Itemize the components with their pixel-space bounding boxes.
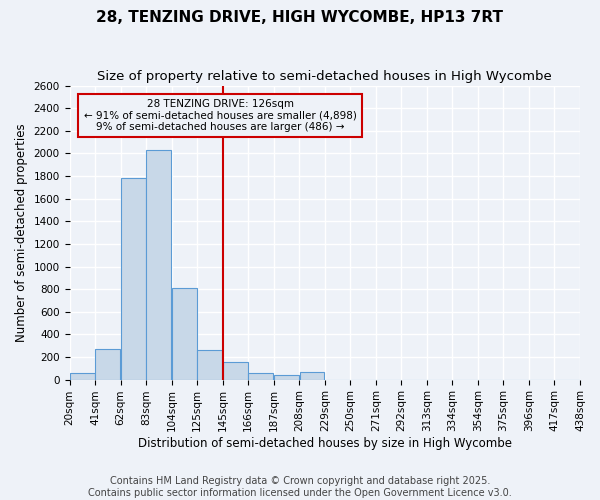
Title: Size of property relative to semi-detached houses in High Wycombe: Size of property relative to semi-detach… (97, 70, 552, 83)
Bar (146, 150, 172, 380)
Bar (121, 178, 146, 380)
Bar (248, 373, 274, 380)
Bar (172, 288, 197, 380)
Text: 28, TENZING DRIVE, HIGH WYCOMBE, HP13 7RT: 28, TENZING DRIVE, HIGH WYCOMBE, HP13 7R… (97, 10, 503, 25)
Bar (70, 373, 95, 380)
Bar (95, 349, 120, 380)
Bar (274, 375, 299, 380)
Bar (299, 372, 325, 380)
Y-axis label: Number of semi-detached properties: Number of semi-detached properties (15, 124, 28, 342)
Bar (197, 350, 223, 380)
Bar (223, 362, 248, 380)
Text: 28 TENZING DRIVE: 126sqm
← 91% of semi-detached houses are smaller (4,898)
9% of: 28 TENZING DRIVE: 126sqm ← 91% of semi-d… (83, 99, 356, 132)
X-axis label: Distribution of semi-detached houses by size in High Wycombe: Distribution of semi-detached houses by … (138, 437, 512, 450)
Text: Contains HM Land Registry data © Crown copyright and database right 2025.
Contai: Contains HM Land Registry data © Crown c… (88, 476, 512, 498)
